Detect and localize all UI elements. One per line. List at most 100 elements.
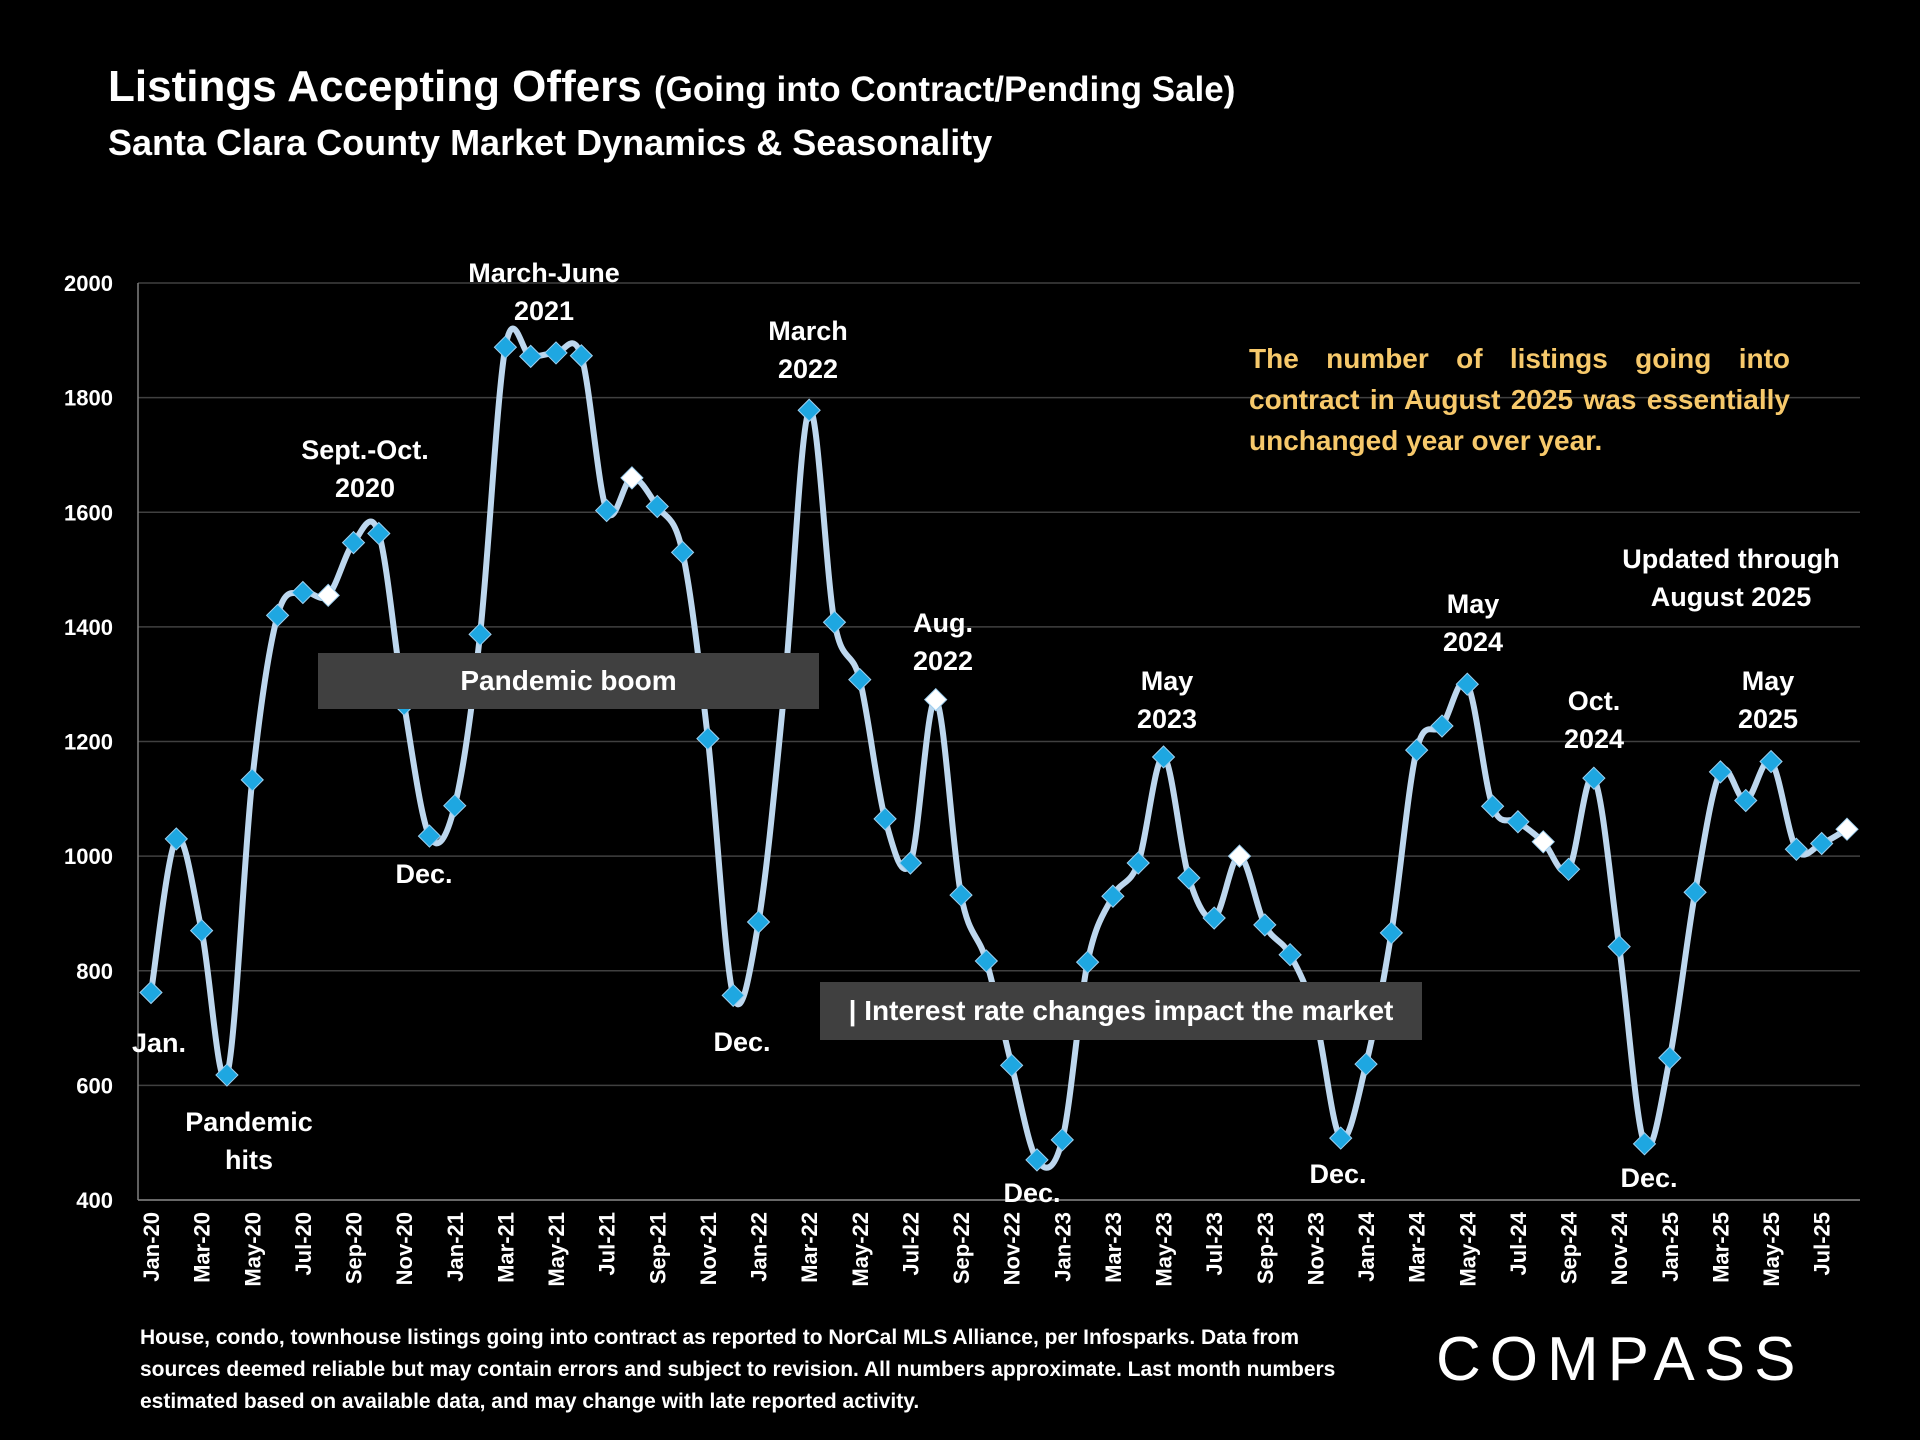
y-tick-label: 2000 <box>64 271 113 296</box>
highlight-marker <box>1531 830 1555 854</box>
y-tick-label: 1000 <box>64 844 113 869</box>
x-tick-label: Jan-25 <box>1658 1212 1683 1282</box>
title-main: Listings Accepting Offers <box>108 62 642 111</box>
x-tick-label: Jul-21 <box>595 1212 620 1276</box>
data-marker <box>265 603 290 628</box>
yoy-note: The number of listings going into contra… <box>1249 343 1790 456</box>
annotation-updated: Updated through August 2025 <box>1622 544 1840 612</box>
data-marker <box>873 807 897 831</box>
data-marker <box>1050 1128 1074 1152</box>
x-tick-label: Jan-21 <box>443 1212 468 1282</box>
data-marker <box>1151 745 1176 769</box>
y-tick-label: 800 <box>76 959 113 984</box>
x-tick-label: Sep-20 <box>342 1212 367 1284</box>
data-marker <box>189 918 214 943</box>
x-tick-label: Jul-25 <box>1810 1212 1835 1276</box>
data-marker <box>1607 934 1631 959</box>
x-tick-label: Sep-23 <box>1253 1212 1278 1284</box>
highlight-marker <box>620 466 644 490</box>
data-marker <box>1506 810 1530 834</box>
annotation-sept-oct-2020: Sept.-Oct. 2020 <box>301 435 429 503</box>
data-marker <box>721 983 745 1008</box>
x-tick-label: May-23 <box>1152 1212 1177 1287</box>
data-marker <box>1556 857 1581 882</box>
x-tick-label: Mar-20 <box>190 1212 215 1283</box>
data-marker <box>1025 1148 1049 1172</box>
data-marker <box>367 521 391 546</box>
x-tick-label: May-21 <box>544 1212 569 1287</box>
x-tick-label: Nov-20 <box>392 1212 417 1285</box>
x-tick-label: Mar-22 <box>797 1212 822 1283</box>
data-marker <box>139 980 163 1005</box>
x-tick-label: Mar-23 <box>1101 1212 1126 1283</box>
data-marker <box>746 910 771 934</box>
data-marker <box>569 344 594 368</box>
data-marker <box>291 580 315 605</box>
x-tick-label: May-20 <box>240 1212 265 1287</box>
x-tick-label: Jan-22 <box>747 1212 772 1282</box>
data-marker <box>341 530 366 555</box>
data-marker <box>1202 906 1226 930</box>
annotation-pandemic-hits: Pandemic hits <box>185 1107 313 1175</box>
data-marker <box>797 398 821 422</box>
data-marker <box>822 610 847 634</box>
x-tick-label: May-22 <box>848 1212 873 1287</box>
annotation-dec-2024: Dec. <box>1620 1163 1678 1193</box>
title-suffix: (Going into Contract/Pending Sale) <box>654 70 1236 109</box>
annotation-dec-2022: Dec. <box>1003 1178 1061 1208</box>
data-marker <box>1658 1046 1682 1070</box>
annotation-dec-2020: Dec. <box>395 859 453 889</box>
y-tick-label: 400 <box>76 1188 113 1213</box>
y-tick-label: 600 <box>76 1073 113 1098</box>
data-marker <box>1404 738 1429 762</box>
x-tick-label: Nov-21 <box>696 1212 721 1285</box>
x-tick-label: Jul-24 <box>1506 1211 1531 1275</box>
data-marker <box>1683 880 1707 904</box>
data-marker <box>670 540 695 565</box>
data-marker <box>1075 950 1100 974</box>
highlight-marker <box>1835 817 1859 841</box>
x-tick-label: Sep-21 <box>645 1212 670 1284</box>
highlight-marker <box>316 583 340 608</box>
data-marker <box>1278 942 1302 967</box>
data-marker <box>1430 714 1454 738</box>
data-marker <box>443 793 467 818</box>
pandemic-boom-box: Pandemic boom <box>318 653 819 709</box>
annotation-march-june-2021: March-June 2021 <box>468 258 620 326</box>
x-tick-label: Mar-21 <box>493 1212 518 1283</box>
data-marker <box>1126 851 1150 875</box>
x-tick-label: Jul-20 <box>291 1212 316 1276</box>
annotation-oct-2024: Oct. 2024 <box>1563 686 1625 754</box>
highlight-marker <box>924 687 948 712</box>
data-marker <box>1759 749 1783 774</box>
x-tick-label: Jan-24 <box>1354 1211 1379 1281</box>
data-marker <box>848 667 872 692</box>
x-tick-label: Sep-24 <box>1557 1211 1582 1284</box>
data-marker <box>1455 672 1480 696</box>
x-tick-label: Jul-23 <box>1202 1212 1227 1276</box>
annotation-aug-2022: Aug. 2022 <box>912 608 974 676</box>
x-tick-label: Nov-22 <box>1000 1212 1025 1285</box>
data-marker <box>1708 760 1733 784</box>
data-marker <box>240 768 264 792</box>
annotation-march-2022: March 2022 <box>768 316 848 384</box>
compass-logo: COMPASS <box>1436 1325 1805 1394</box>
x-tick-label: May-24 <box>1455 1211 1480 1286</box>
y-tick-label: 1200 <box>64 730 113 755</box>
interest-rate-box: | Interest rate changes impact the marke… <box>820 982 1422 1040</box>
annotation-jan: Jan. <box>131 1028 187 1058</box>
data-marker <box>468 622 492 647</box>
data-marker <box>1480 794 1505 818</box>
x-tick-label: Sep-22 <box>949 1212 974 1284</box>
y-tick-label: 1400 <box>64 615 113 640</box>
x-tick-label: Jan-20 <box>139 1212 164 1282</box>
annotation-dec-2021: Dec. <box>713 1027 771 1057</box>
y-tick-label: 1800 <box>64 386 113 411</box>
annotation-may-2025: May 2025 <box>1737 666 1799 734</box>
x-tick-label: Jan-23 <box>1050 1212 1075 1282</box>
data-marker <box>1329 1126 1353 1150</box>
x-tick-label: Mar-25 <box>1708 1212 1733 1283</box>
annotation-dec-2023: Dec. <box>1309 1159 1367 1189</box>
data-marker <box>1253 913 1277 937</box>
x-tick-label: May-25 <box>1759 1212 1784 1287</box>
